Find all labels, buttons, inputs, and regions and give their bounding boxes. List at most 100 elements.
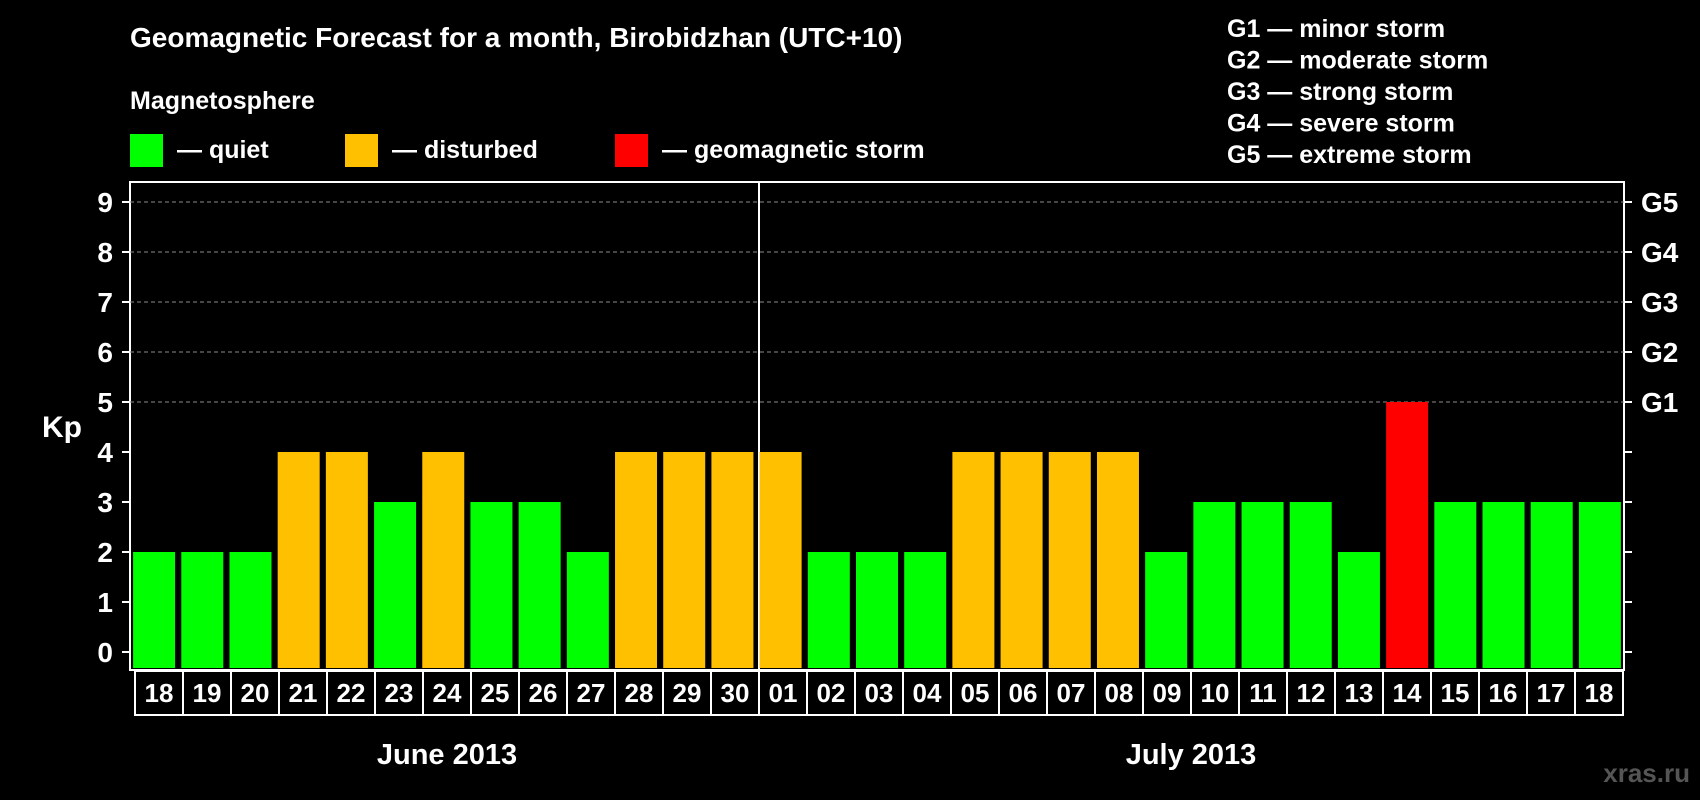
day-label-row <box>134 670 1624 716</box>
y-tick-label-4: 4 <box>97 437 113 468</box>
chart-title: Geomagnetic Forecast for a month, Birobi… <box>130 22 902 53</box>
legend: — quiet — disturbed — geomagnetic storm <box>130 134 925 167</box>
month-label-0: June 2013 <box>377 739 517 771</box>
storm-scale-item-5: G5 — extreme storm <box>1227 141 1472 169</box>
storm-level-label-G2: G2 <box>1641 337 1678 368</box>
bar-30 <box>1578 502 1621 668</box>
bar-4 <box>325 452 368 668</box>
bar-20 <box>1096 452 1139 668</box>
bar-27 <box>1434 502 1477 668</box>
bar-13 <box>759 452 802 668</box>
day-label-24: 12 <box>1297 678 1326 708</box>
y-tick-label-9: 9 <box>97 187 113 218</box>
bar-9 <box>566 552 609 668</box>
day-label-30: 18 <box>1585 678 1614 708</box>
day-label-21: 09 <box>1153 678 1182 708</box>
bar-29 <box>1530 502 1573 668</box>
y-tick-label-5: 5 <box>97 387 113 418</box>
bar-2 <box>229 552 272 668</box>
bar-7 <box>470 502 513 668</box>
month-label-1: July 2013 <box>1126 739 1257 771</box>
bar-24 <box>1289 502 1332 668</box>
storm-level-label-G5: G5 <box>1641 187 1678 218</box>
bar-14 <box>807 552 850 668</box>
day-label-17: 05 <box>961 678 990 708</box>
legend-label-1: — disturbed <box>392 136 538 164</box>
day-label-29: 17 <box>1537 678 1566 708</box>
day-label-27: 15 <box>1441 678 1470 708</box>
bar-15 <box>856 552 898 668</box>
bar-21 <box>1145 552 1188 668</box>
storm-level-axis: G1 G2 G3 G4 G5 <box>1624 187 1679 653</box>
bar-17 <box>952 452 995 668</box>
day-label-25: 13 <box>1345 678 1374 708</box>
storm-scale-legend: G1 — minor storm G2 — moderate storm G3 — … <box>1227 15 1488 169</box>
y-tick-label-8: 8 <box>97 237 113 268</box>
bar-12 <box>711 452 754 668</box>
bar-25 <box>1337 552 1380 668</box>
legend-swatch-1 <box>345 134 378 167</box>
day-label-4: 22 <box>337 678 366 708</box>
y-tick-label-1: 1 <box>97 587 113 618</box>
bar-11 <box>663 452 706 668</box>
day-label-28: 16 <box>1489 678 1518 708</box>
day-label-5: 23 <box>385 678 414 708</box>
day-label-22: 10 <box>1201 678 1230 708</box>
y-tick-label-6: 6 <box>97 337 113 368</box>
month-labels: June 2013 July 2013 <box>377 739 1256 771</box>
day-label-7: 25 <box>481 678 510 708</box>
day-label-8: 26 <box>529 678 558 708</box>
watermark: xras.ru <box>1603 758 1690 788</box>
bar-22 <box>1193 502 1236 668</box>
day-label-23: 11 <box>1249 678 1277 708</box>
y-tick-label-0: 0 <box>97 637 113 668</box>
legend-label-0: — quiet <box>177 136 269 164</box>
storm-level-label-G3: G3 <box>1641 287 1678 318</box>
y-tick-label-3: 3 <box>97 487 113 518</box>
bar-19 <box>1048 452 1091 668</box>
storm-scale-item-4: G4 — severe storm <box>1227 110 1455 138</box>
day-label-12: 30 <box>721 678 750 708</box>
bar-5 <box>374 502 417 668</box>
legend-label-2: — geomagnetic storm <box>662 136 925 164</box>
bar-8 <box>518 502 561 668</box>
bar-18 <box>1000 452 1043 668</box>
day-label-15: 03 <box>865 678 894 708</box>
x-axis: 18 19 20 21 22 23 24 25 26 27 28 29 30 01 02 03 04 05 06 07… <box>134 670 1624 716</box>
day-label-16: 04 <box>913 678 942 708</box>
day-label-14: 02 <box>817 678 846 708</box>
day-label-13: 01 <box>769 678 798 708</box>
legend-swatch-2 <box>615 134 648 167</box>
bar-23 <box>1241 502 1284 668</box>
day-label-19: 07 <box>1057 678 1086 708</box>
bar-0 <box>133 552 176 668</box>
bar-1 <box>181 552 224 668</box>
day-label-18: 06 <box>1009 678 1038 708</box>
storm-level-label-G4: G4 <box>1641 237 1679 268</box>
y-tick-label-7: 7 <box>97 287 113 318</box>
legend-heading: Magnetosphere <box>130 87 315 115</box>
grid-lines <box>130 201 1624 403</box>
day-label-20: 08 <box>1105 678 1134 708</box>
storm-scale-item-3: G3 — strong storm <box>1227 78 1453 106</box>
day-label-26: 14 <box>1393 678 1422 708</box>
bar-10 <box>615 452 658 668</box>
bar-16 <box>904 552 947 668</box>
bar-26 <box>1386 402 1429 668</box>
y-tick-label-2: 2 <box>97 537 113 568</box>
day-label-3: 21 <box>289 678 318 708</box>
y-axis: 0 1 2 3 4 5 6 7 8 9 <box>97 187 130 668</box>
day-label-10: 28 <box>625 678 654 708</box>
legend-swatch-0 <box>130 134 163 167</box>
storm-scale-item-2: G2 — moderate storm <box>1227 47 1488 75</box>
day-label-9: 27 <box>577 678 606 708</box>
day-label-2: 20 <box>241 678 270 708</box>
bar-28 <box>1482 502 1525 668</box>
day-label-0: 18 <box>145 678 174 708</box>
bar-3 <box>277 452 320 668</box>
y-axis-label: Kp <box>42 411 82 444</box>
bar-6 <box>422 452 465 668</box>
storm-scale-item-1: G1 — minor storm <box>1227 15 1445 43</box>
day-label-6: 24 <box>433 678 462 708</box>
